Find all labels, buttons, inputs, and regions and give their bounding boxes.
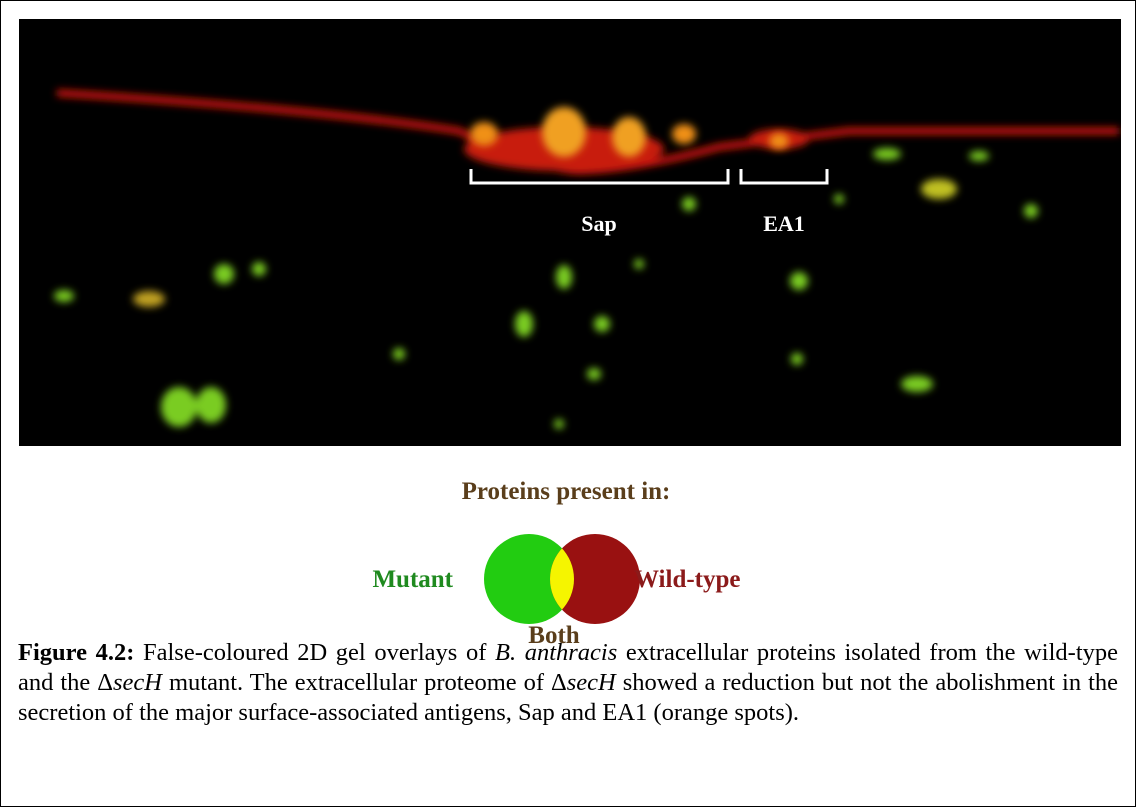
caption-text: secH [113, 669, 162, 696]
caption-text: secH [567, 669, 616, 696]
caption-label: Figure 4.2: [18, 639, 134, 666]
caption-text: mutant. The extracellular proteome of Δ [162, 669, 567, 696]
mutant-label: Mutant [372, 566, 453, 593]
wild-type-label: Wild-type [634, 566, 741, 593]
figure: Sap EA1 Proteins present in: Mutant Wild… [0, 0, 1136, 807]
legend: Proteins present in: Mutant Wild-type Bo… [1, 456, 1136, 646]
caption-text: False-coloured 2D gel overlays of [134, 639, 495, 666]
caption-text: B. anthracis [495, 639, 617, 666]
caption: Figure 4.2: False-coloured 2D gel overla… [18, 638, 1118, 728]
legend-title: Proteins present in: [462, 478, 671, 505]
gel-image: Sap EA1 [19, 19, 1121, 446]
gel-label: EA1 [763, 211, 805, 236]
gel-label: Sap [581, 211, 616, 236]
